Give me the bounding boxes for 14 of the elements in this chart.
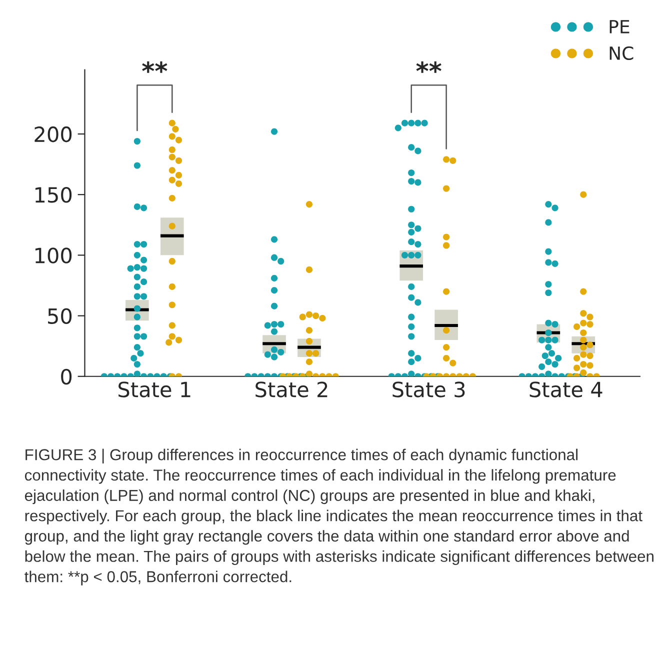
x-tick-label: State 3 bbox=[392, 382, 465, 398]
x-tick-label: State 2 bbox=[256, 382, 328, 398]
caption: FIGURE 3 | Group differences in reoccurrence times of each dynamic functional connectivity state. The reoccurrence times of each individual in the lifelong premature ejaculation (LPE) and normal control (NC) groups are presented in blue and khaki, respectively. For each group, the black line indicates the mean reoccurrence times in that group, and the light gray rectangle covers the data within one standard error above and below the mean. The pairs of groups with asterisks indicate significant differences between them: **p < 0.05, Bonferroni corrected. bbox=[24, 448, 654, 586]
y-tick-label: 0 bbox=[61, 368, 72, 385]
y-tick-label: 100 bbox=[35, 248, 72, 264]
legend-label: NC bbox=[610, 46, 634, 60]
legend-label: PE bbox=[610, 20, 630, 34]
y-tick-label: 50 bbox=[48, 308, 72, 324]
annotation: ** bbox=[416, 61, 442, 73]
y-tick-label: 200 bbox=[34, 126, 72, 142]
x-tick-label: State 1 bbox=[118, 382, 190, 398]
y-tick-label: 150 bbox=[35, 187, 72, 203]
x-tick-label: State 4 bbox=[530, 382, 602, 398]
annotation: ** bbox=[142, 61, 168, 73]
